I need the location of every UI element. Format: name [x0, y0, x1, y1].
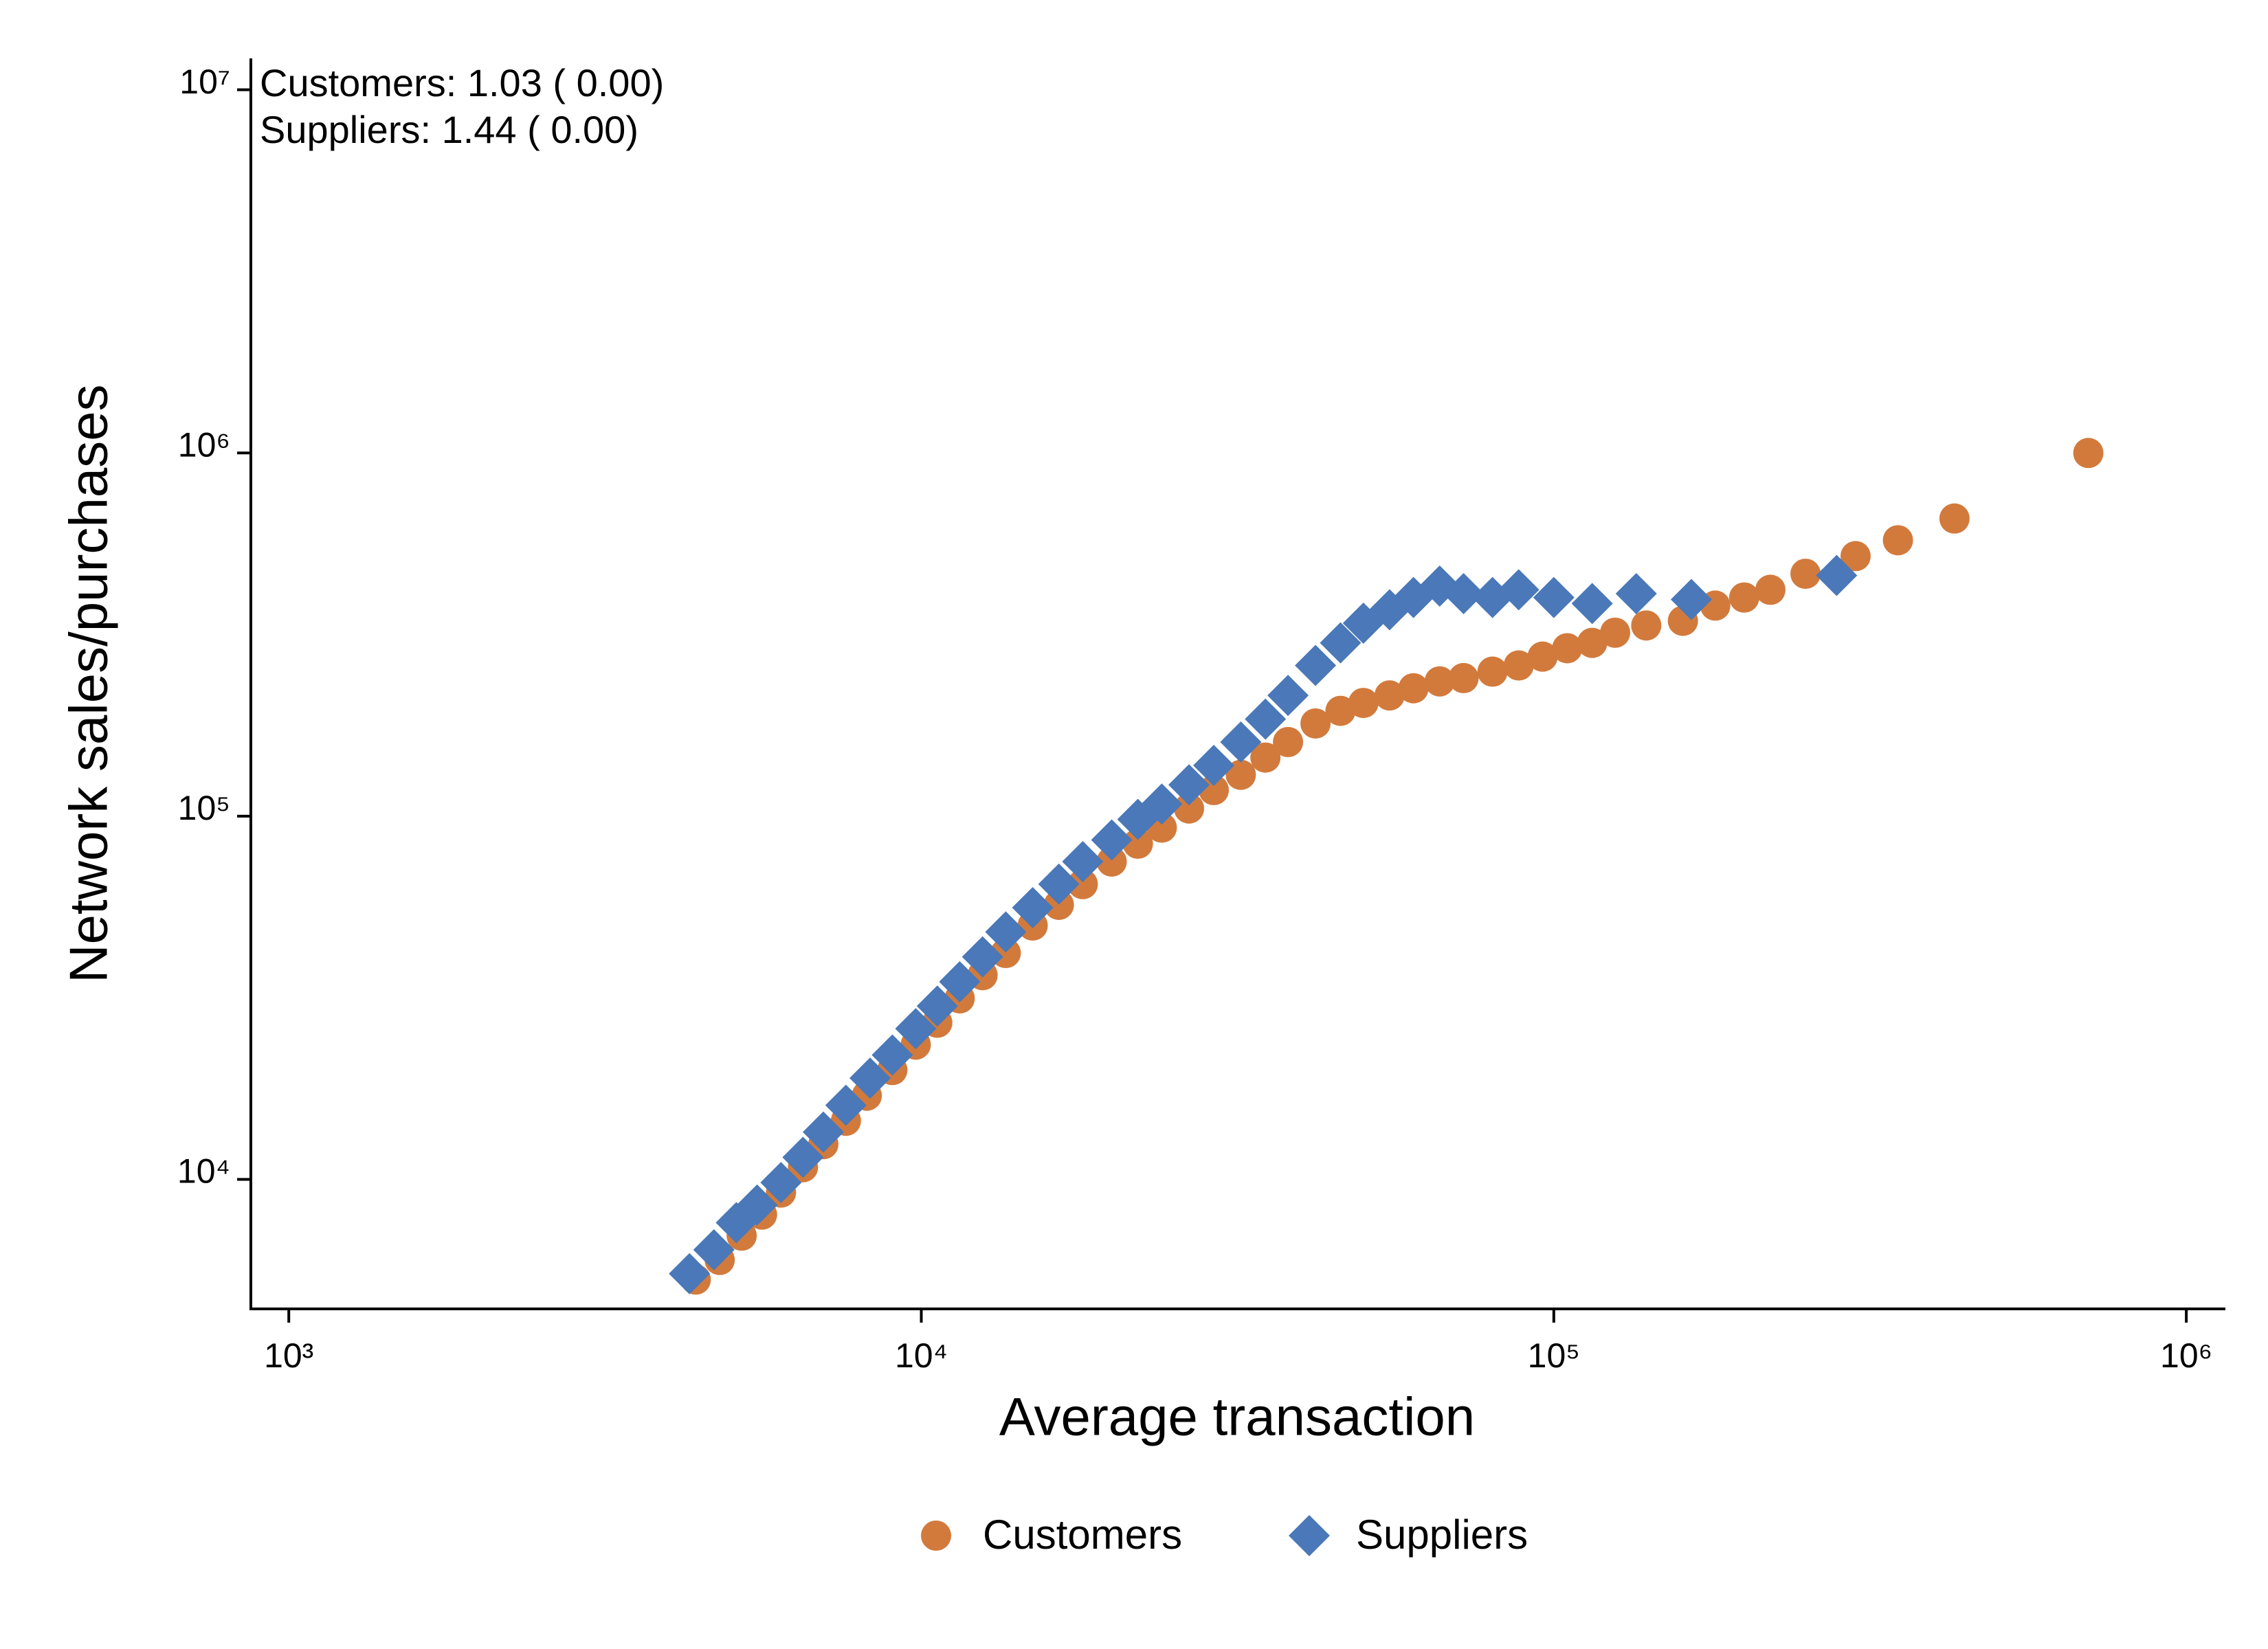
point	[1670, 579, 1712, 620]
point	[736, 1184, 778, 1226]
point	[1882, 525, 1913, 556]
point	[1062, 840, 1104, 882]
point	[849, 1057, 891, 1099]
point	[1267, 675, 1309, 717]
point	[1728, 582, 1759, 613]
legend-label: Customers	[983, 1512, 1182, 1558]
point	[1348, 688, 1379, 719]
point	[1368, 589, 1410, 631]
point	[1320, 622, 1361, 664]
point	[1577, 627, 1608, 658]
x-tick-label: 10⁵	[1528, 1336, 1580, 1375]
y-tick-label: 10⁵	[178, 789, 230, 827]
point	[1443, 572, 1485, 614]
x-tick-label: 10⁴	[895, 1336, 948, 1375]
annotation: Customers: 1.03 ( 0.00)	[260, 61, 664, 104]
point	[1790, 559, 1821, 590]
y-tick-label: 10⁶	[178, 425, 230, 464]
point	[1043, 889, 1074, 920]
legend-label: Suppliers	[1356, 1512, 1528, 1558]
x-tick-label: 10⁶	[2160, 1336, 2212, 1375]
point	[961, 936, 1003, 978]
point	[916, 985, 958, 1027]
point	[1193, 744, 1235, 786]
point	[1067, 868, 1098, 899]
point	[1552, 633, 1583, 664]
point	[939, 961, 981, 1002]
point	[1300, 708, 1331, 739]
point	[1631, 610, 1662, 641]
point	[1141, 783, 1183, 825]
point	[1424, 666, 1455, 697]
point	[1571, 583, 1613, 625]
point	[1448, 662, 1479, 693]
point	[1600, 617, 1631, 648]
point	[1527, 641, 1558, 672]
point	[1168, 764, 1210, 806]
point	[1012, 887, 1054, 929]
point	[985, 911, 1027, 953]
point	[1096, 846, 1127, 877]
point	[1816, 554, 1858, 596]
point	[1398, 673, 1429, 704]
legend-marker	[1289, 1515, 1330, 1556]
point	[669, 1253, 711, 1294]
x-axis-title: Average transaction	[999, 1387, 1475, 1447]
point	[1840, 541, 1871, 572]
point	[1503, 650, 1534, 681]
y-tick-label: 10⁴	[177, 1152, 230, 1191]
legend-marker	[921, 1521, 951, 1551]
point	[1174, 793, 1205, 824]
point	[871, 1034, 913, 1076]
point	[825, 1084, 867, 1126]
point	[1245, 698, 1287, 740]
point	[760, 1162, 802, 1204]
point	[1615, 572, 1657, 614]
point	[1477, 656, 1508, 687]
point	[895, 1008, 937, 1050]
annotation: Suppliers: 1.44 ( 0.00)	[260, 108, 638, 151]
point	[1533, 576, 1575, 618]
y-axis-title: Network sales/purchases	[58, 384, 119, 983]
point	[1939, 503, 1970, 534]
point	[1250, 742, 1281, 773]
point	[1273, 726, 1304, 757]
x-tick-label: 10³	[264, 1336, 313, 1375]
point	[1122, 828, 1153, 859]
point	[1091, 819, 1133, 861]
point	[1374, 680, 1405, 711]
point	[802, 1111, 844, 1153]
point	[2073, 438, 2104, 469]
y-tick-label: 10⁷	[179, 63, 230, 101]
point	[1755, 574, 1786, 605]
point	[1220, 721, 1262, 763]
point	[1225, 759, 1256, 790]
point	[1325, 695, 1356, 726]
point	[1295, 644, 1337, 686]
point	[782, 1136, 824, 1178]
point	[1038, 863, 1080, 905]
point	[693, 1229, 735, 1270]
point	[1498, 569, 1539, 611]
